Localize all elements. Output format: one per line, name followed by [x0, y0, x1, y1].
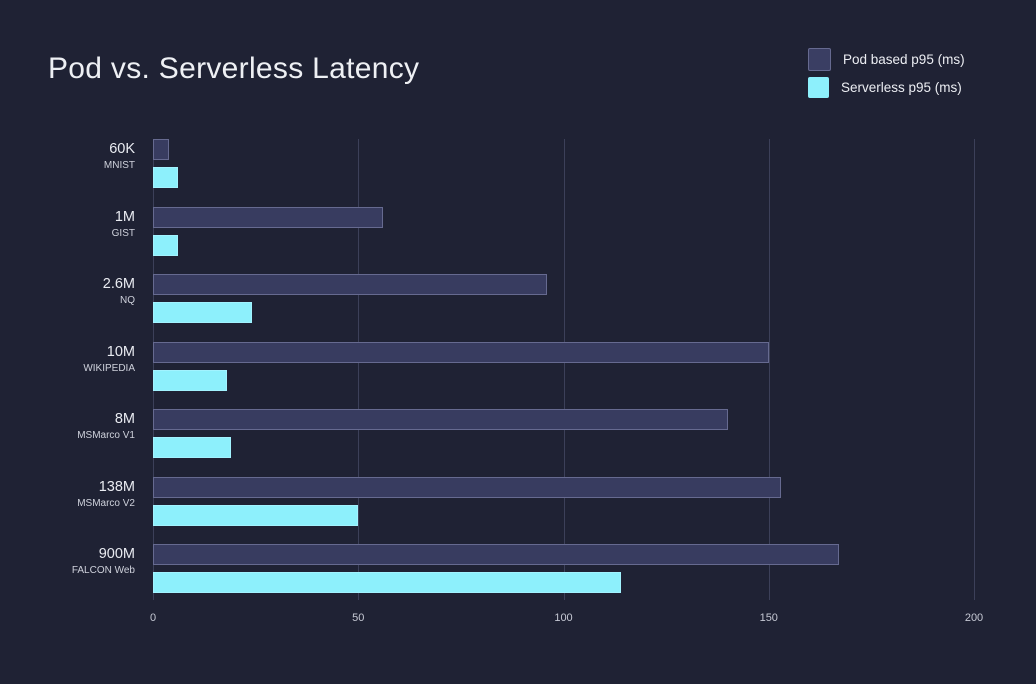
plot-area: [153, 139, 975, 600]
gridline-x-200: [974, 139, 975, 600]
legend-item-pod: Pod based p95 (ms): [808, 47, 965, 71]
category-dataset-label: MSMarco V2: [77, 497, 135, 509]
category-dataset-label: MNIST: [103, 160, 135, 171]
bar-serverless-138m: [153, 504, 359, 526]
category-dataset-label: FALCON Web: [71, 565, 135, 576]
y-axis-labels: 60K MNIST 1M GIST 2.6M NQ 10M WIKIPEDIA 8M MSMarc…: [0, 139, 135, 600]
category-dataset-label: WIKIPEDIA: [83, 362, 135, 374]
bar-pod-10m: [153, 341, 769, 363]
category-size-label: 60K: [109, 141, 135, 157]
legend-label-pod: Pod based p95 (ms): [843, 51, 965, 67]
x-tick-150: 150: [759, 612, 778, 624]
x-tick-50: 50: [352, 612, 365, 624]
bar-pod-900m: [153, 544, 839, 565]
x-tick-200: 200: [964, 612, 984, 624]
bar-serverless-1m: [153, 234, 178, 256]
gridline-x-100: [563, 139, 565, 600]
category-label-2.6m: 2.6M NQ: [103, 274, 135, 307]
bar-pod-2.6m: [153, 274, 548, 295]
category-label-8m: 8M MSMarco V1: [77, 409, 135, 442]
bar-pod-138m: [153, 476, 782, 498]
category-label-60k: 60K MNIST: [104, 139, 135, 172]
x-tick-0: 0: [149, 612, 157, 624]
bar-pod-60k: [153, 139, 170, 160]
page-title: Pod vs. Serverless Latency: [48, 52, 420, 85]
gridline-x-150: [768, 139, 770, 600]
category-size-label: 8M: [114, 411, 135, 427]
category-label-1m: 1M GIST: [112, 207, 135, 240]
bar-serverless-2.6m: [153, 302, 252, 323]
bar-pod-8m: [153, 409, 728, 430]
x-tick-100: 100: [554, 612, 573, 624]
legend: Pod based p95 (ms) Serverless p95 (ms): [808, 47, 965, 98]
category-label-900m: 900M FALCON Web: [72, 544, 135, 577]
category-label-10m: 10M WIKIPEDIA: [83, 342, 135, 375]
category-dataset-label: MSMarco V1: [77, 430, 135, 441]
category-size-label: 2.6M: [102, 276, 135, 292]
bar-pod-1m: [153, 206, 383, 228]
gridline-x-50: [358, 139, 360, 600]
category-size-label: 900M: [98, 546, 135, 562]
serverless-swatch-icon: [808, 76, 829, 98]
x-axis: 0 50 100 150 200: [149, 612, 983, 628]
bar-serverless-8m: [153, 437, 231, 458]
category-dataset-label: GIST: [111, 227, 135, 239]
legend-label-serverless: Serverless p95 (ms): [841, 79, 962, 95]
category-label-138m: 138M MSMarco V2: [77, 477, 135, 510]
category-size-label: 1M: [114, 208, 135, 225]
bar-serverless-900m: [153, 572, 621, 593]
category-size-label: 10M: [106, 343, 135, 360]
bar-serverless-10m: [153, 369, 227, 391]
legend-item-serverless: Serverless p95 (ms): [808, 76, 965, 98]
category-dataset-label: NQ: [120, 295, 135, 306]
pod-swatch-icon: [808, 47, 831, 71]
bar-serverless-60k: [153, 167, 178, 188]
category-size-label: 138M: [98, 478, 135, 495]
